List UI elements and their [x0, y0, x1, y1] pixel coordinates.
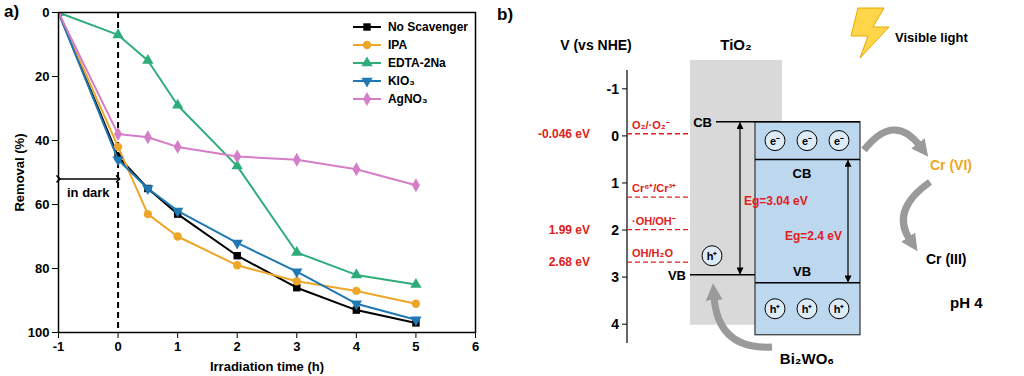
html-text:No Scavenger: No Scavenger	[388, 20, 468, 34]
svg-text:80: 80	[35, 261, 49, 276]
svg-text:Cr (III): Cr (III)	[926, 251, 966, 267]
svg-text:0: 0	[42, 5, 49, 20]
svg-text:Cr⁶⁺/Cr³⁺: Cr⁶⁺/Cr³⁺	[632, 182, 676, 194]
svg-text:-1: -1	[53, 339, 65, 354]
svg-text:b): b)	[497, 5, 513, 24]
svg-text:h⁺: h⁺	[770, 303, 781, 315]
svg-text:CB: CB	[793, 166, 812, 181]
html-text:IPA: IPA	[388, 38, 408, 52]
svg-text:0: 0	[114, 339, 121, 354]
svg-text:0: 0	[611, 128, 619, 144]
svg-text:1: 1	[611, 175, 619, 191]
svg-text:h⁺: h⁺	[707, 250, 718, 262]
svg-text:Visible light: Visible light	[895, 30, 968, 45]
svg-text:h⁺: h⁺	[834, 303, 845, 315]
svg-text:3: 3	[611, 269, 619, 285]
svg-text:2.68 eV: 2.68 eV	[549, 255, 590, 269]
svg-text:h⁺: h⁺	[802, 303, 813, 315]
svg-text:O₂/·O₂⁻: O₂/·O₂⁻	[632, 119, 670, 131]
svg-text:60: 60	[35, 197, 49, 212]
html-text:AgNO₃: AgNO₃	[388, 92, 428, 106]
svg-text:2: 2	[611, 222, 619, 238]
svg-text:V (vs NHE): V (vs NHE)	[560, 37, 632, 53]
svg-text:Removal (%): Removal (%)	[12, 133, 27, 211]
svg-text:-1: -1	[607, 81, 620, 97]
svg-text:in dark: in dark	[67, 185, 110, 200]
svg-text:Cr (VI): Cr (VI)	[930, 157, 972, 173]
svg-text:5: 5	[412, 339, 419, 354]
svg-text:OH/H₂O: OH/H₂O	[632, 247, 673, 259]
svg-text:·OH/OH⁻: ·OH/OH⁻	[632, 215, 676, 227]
svg-text:pH 4: pH 4	[950, 294, 983, 311]
svg-text:100: 100	[28, 325, 50, 340]
html-text:a): a)	[4, 2, 20, 21]
svg-text:Bi₂WO₆: Bi₂WO₆	[780, 350, 834, 367]
svg-text:1.99 eV: 1.99 eV	[549, 223, 590, 237]
svg-text:VB: VB	[668, 268, 686, 283]
svg-text:VB: VB	[793, 264, 811, 279]
svg-text:20: 20	[35, 69, 49, 84]
svg-text:CB: CB	[693, 115, 712, 130]
svg-text:4: 4	[611, 316, 619, 332]
html-text:KIO₃: KIO₃	[388, 74, 415, 88]
svg-text:-0.046 eV: -0.046 eV	[538, 127, 590, 141]
svg-text:2: 2	[234, 339, 241, 354]
svg-text:3: 3	[293, 339, 300, 354]
html-text:EDTA-2Na: EDTA-2Na	[388, 56, 446, 70]
svg-text:40: 40	[35, 133, 49, 148]
svg-text:Eg=2.4 eV: Eg=2.4 eV	[785, 229, 842, 243]
svg-text:e⁻: e⁻	[834, 135, 844, 147]
svg-text:Eg=3.04 eV: Eg=3.04 eV	[744, 194, 808, 208]
svg-text:Irradiation time (h): Irradiation time (h)	[210, 359, 324, 374]
svg-text:TiO₂: TiO₂	[720, 36, 751, 53]
svg-text:4: 4	[353, 339, 361, 354]
svg-text:e⁻: e⁻	[802, 135, 812, 147]
svg-text:e⁻: e⁻	[770, 135, 780, 147]
svg-text:6: 6	[472, 339, 479, 354]
svg-text:1: 1	[174, 339, 181, 354]
